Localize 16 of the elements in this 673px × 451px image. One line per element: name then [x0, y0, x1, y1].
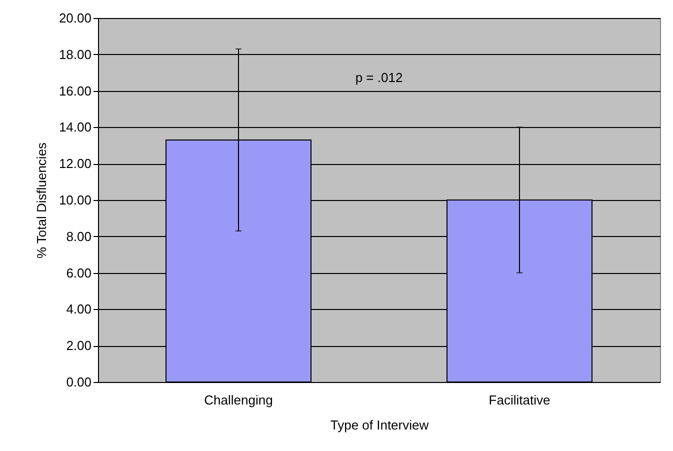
y-tick-label: 8.00 — [66, 228, 92, 244]
y-tick-label: 18.00 — [58, 46, 92, 62]
y-tick-label: 20.00 — [58, 10, 92, 26]
x-tick-label: Facilitative — [488, 392, 550, 408]
y-tick-label: 6.00 — [66, 265, 92, 280]
y-tick-label: 4.00 — [66, 302, 92, 317]
y-axis-title: % Total Disfluencies — [34, 142, 49, 259]
y-tick-label: 16.00 — [58, 83, 92, 98]
x-axis-title: Type of Interview — [330, 418, 430, 432]
x-tick-label: Challenging — [204, 392, 273, 408]
annotation: p = .012 — [355, 70, 403, 85]
y-tick-label: 2.00 — [66, 338, 92, 354]
y-tick-label: 0.00 — [66, 374, 92, 390]
y-tick-label: 10.00 — [58, 192, 92, 208]
y-tick-label: 12.00 — [58, 156, 92, 172]
y-tick-label: 14.00 — [58, 120, 92, 135]
